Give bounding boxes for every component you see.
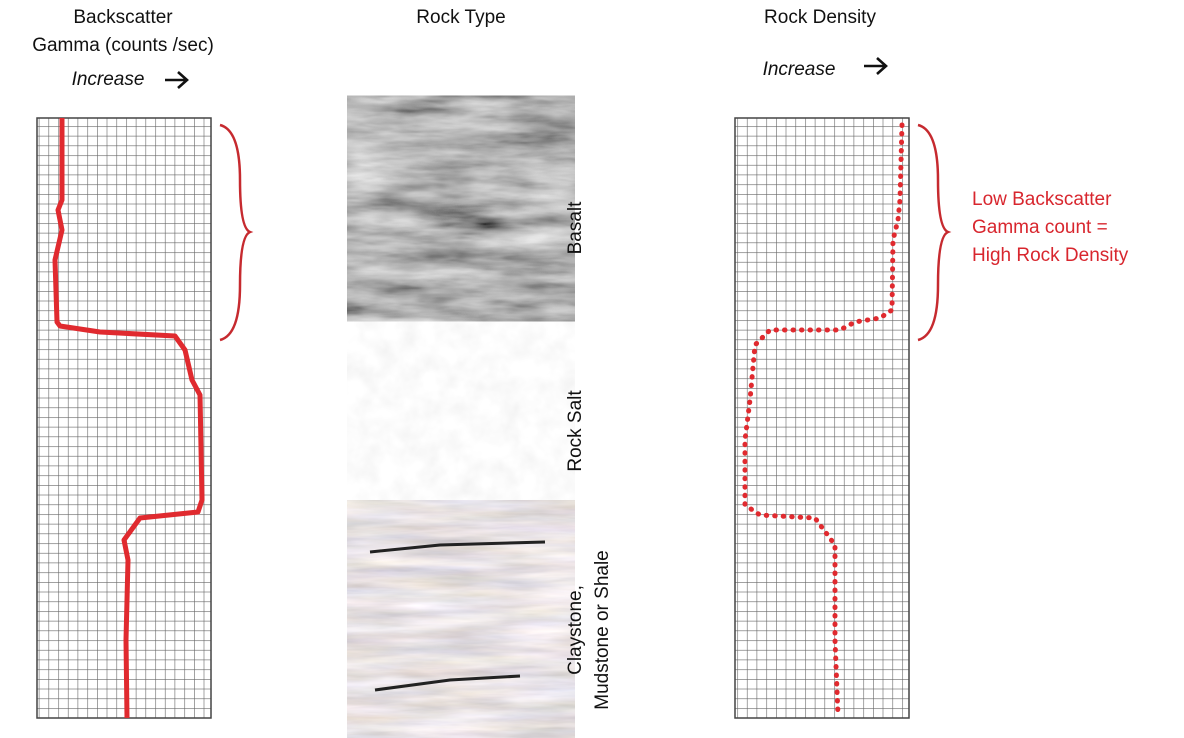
annotation: Gamma count = (972, 217, 1108, 238)
diagram: Backscatter Gamma (counts /sec) Increase… (0, 0, 1184, 738)
rock-label: Rock Salt (565, 390, 586, 472)
salt-image (366, 340, 556, 522)
grid-panel (735, 118, 909, 718)
rock-label: Mudstone or Shale (592, 550, 613, 710)
clay-image (366, 522, 556, 738)
middle-title: Rock Type (416, 7, 505, 28)
arrow (165, 72, 187, 88)
brace (918, 125, 948, 340)
annotation: High Rock Density (972, 245, 1129, 266)
left-title: Gamma (counts /sec) (32, 35, 214, 56)
rock-label: Claystone, (565, 585, 586, 675)
left-direction: Increase (72, 69, 145, 90)
page: {"left_panel": {"title_lines": ["Backsca… (0, 0, 1184, 738)
annotation: Low Backscatter (972, 189, 1112, 210)
brace (220, 125, 250, 340)
right-direction: Increase (763, 59, 836, 80)
arrow (864, 58, 886, 74)
rock-label: Basalt (565, 201, 586, 255)
basalt-image (366, 118, 556, 340)
left-title: Backscatter (73, 7, 173, 28)
right-title: Rock Density (764, 7, 876, 28)
